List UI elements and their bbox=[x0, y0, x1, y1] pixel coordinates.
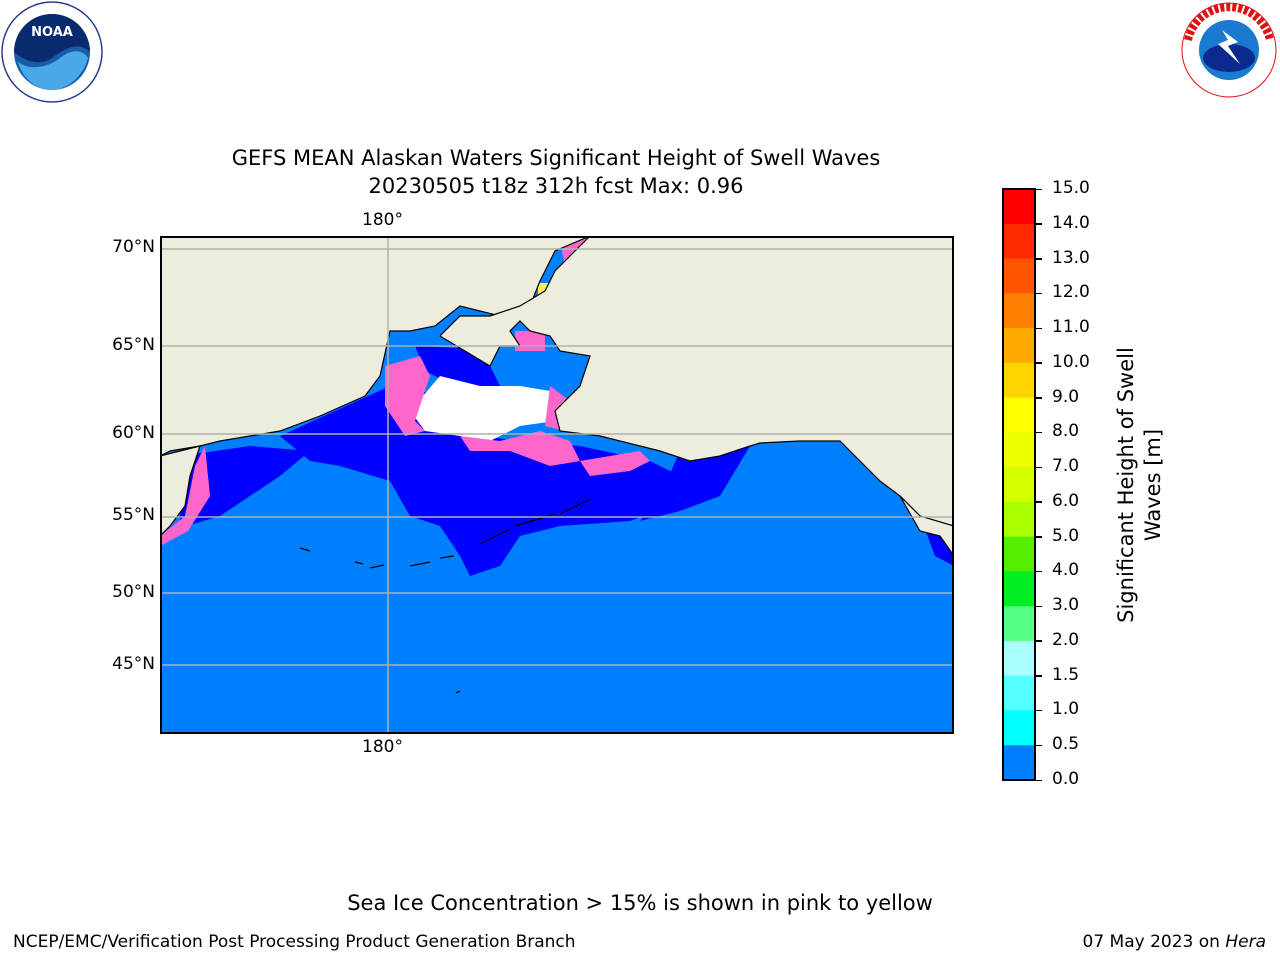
chart-title-line2: 20230505 t18z 312h fcst Max: 0.96 bbox=[368, 174, 744, 198]
swell-height-map bbox=[160, 236, 954, 734]
colorbar-tick-label: 8.0 bbox=[1052, 421, 1080, 442]
colorbar-segment bbox=[1003, 571, 1035, 607]
colorbar-tick-mark bbox=[1035, 431, 1042, 434]
colorbar-segment bbox=[1003, 223, 1035, 260]
colorbar-segment bbox=[1003, 362, 1035, 399]
colorbar-tick-mark bbox=[1035, 605, 1042, 608]
sea-ice-white bbox=[410, 376, 555, 441]
colorbar-tick-mark bbox=[1035, 570, 1042, 573]
colorbar-tick-mark bbox=[1035, 744, 1042, 747]
colorbar-segment bbox=[1003, 536, 1035, 572]
credit-right: 07 May 2023 on Hera bbox=[1083, 932, 1267, 952]
colorbar bbox=[1002, 188, 1036, 781]
calm-wave-west bbox=[180, 446, 310, 528]
colorbar-tick-label: 0.0 bbox=[1052, 769, 1080, 789]
colorbar-tick-label: 6.0 bbox=[1052, 490, 1080, 511]
colorbar-tick-label: 2.0 bbox=[1052, 629, 1080, 650]
colorbar-segment bbox=[1003, 606, 1035, 642]
colorbar-frame bbox=[1002, 188, 1036, 781]
lat-label-60: 60°N bbox=[112, 423, 155, 443]
nws-logo bbox=[1181, 2, 1277, 98]
map-frame bbox=[160, 236, 954, 734]
colorbar-tick-mark bbox=[1035, 362, 1042, 364]
colorbar-segment bbox=[1003, 258, 1035, 294]
lat-label-70: 70°N bbox=[112, 237, 155, 257]
credit-right-date: 07 May 2023 on bbox=[1082, 932, 1226, 952]
colorbar-tick-mark bbox=[1035, 779, 1042, 781]
lat-label-55: 55°N bbox=[112, 505, 155, 525]
colorbar-tick-mark bbox=[1035, 640, 1042, 642]
land-southeast-alaska bbox=[899, 495, 954, 558]
colorbar-tick-mark bbox=[1035, 536, 1042, 538]
colorbar-segment bbox=[1003, 675, 1035, 711]
colorbar-segment bbox=[1003, 710, 1035, 746]
colorbar-tick-label: 0.5 bbox=[1052, 734, 1080, 755]
graticule bbox=[160, 236, 954, 734]
colorbar-tick-label: 3.0 bbox=[1052, 595, 1080, 616]
credit-left: NCEP/EMC/Verification Post Processing Pr… bbox=[13, 932, 576, 952]
colorbar-tick-label: 13.0 bbox=[1052, 247, 1090, 268]
colorbar-segment bbox=[1003, 189, 1035, 225]
land-kamchatka bbox=[160, 445, 201, 537]
calm-wave-gulf bbox=[640, 446, 750, 521]
colorbar-tick-label: 1.5 bbox=[1052, 664, 1080, 685]
colorbar-tick-label: 4.0 bbox=[1052, 560, 1080, 581]
colorbar-tick-label: 12.0 bbox=[1052, 282, 1090, 303]
colorbar-tick-mark bbox=[1035, 709, 1042, 712]
colorbar-tick-label: 9.0 bbox=[1052, 386, 1080, 407]
colorbar-tick-mark bbox=[1035, 188, 1042, 190]
chart-title-line1: GEFS MEAN Alaskan Waters Significant Hei… bbox=[231, 146, 881, 170]
colorbar-segment bbox=[1003, 501, 1035, 538]
noaa-logo-text: NOAA bbox=[31, 25, 73, 40]
colorbar-tick-mark bbox=[1035, 258, 1042, 260]
colorbar-tick-label: 11.0 bbox=[1052, 317, 1090, 338]
land-alaska bbox=[439, 236, 954, 532]
colorbar-segment bbox=[1003, 328, 1035, 364]
aleutian-islands bbox=[299, 498, 591, 694]
colorbar-label-line1: Significant Height of Swell bbox=[1114, 347, 1138, 623]
lat-label-50: 50°N bbox=[112, 582, 155, 602]
colorbar-tick-label: 7.0 bbox=[1052, 456, 1080, 477]
colorbar-tick-label: 15.0 bbox=[1052, 178, 1090, 198]
colorbar-tick-mark bbox=[1035, 327, 1042, 330]
footnote: Sea Ice Concentration > 15% is shown in … bbox=[347, 891, 933, 915]
lon-label-bottom: 180° bbox=[362, 737, 403, 757]
colorbar-segment bbox=[1003, 293, 1035, 329]
lat-label-65: 65°N bbox=[112, 335, 155, 355]
colorbar-segment bbox=[1003, 640, 1035, 677]
lon-label-top: 180° bbox=[362, 210, 403, 230]
sea-ice-pink-coast bbox=[580, 451, 650, 476]
colorbar-tick-mark bbox=[1035, 223, 1042, 225]
colorbar-label: Significant Height of Swell Waves [m] bbox=[1113, 285, 1167, 685]
colorbar-segment bbox=[1003, 432, 1035, 468]
colorbar-tick-mark bbox=[1035, 397, 1042, 399]
colorbar-segment bbox=[1003, 397, 1035, 433]
sea-ice-pink-south bbox=[460, 431, 580, 466]
colorbar-tick-mark bbox=[1035, 466, 1042, 469]
sea-ice-pink-west bbox=[385, 356, 430, 436]
colorbar-tick-mark bbox=[1035, 292, 1042, 295]
colorbar-tick-mark bbox=[1035, 501, 1042, 503]
noaa-logo: NOAA bbox=[1, 1, 103, 103]
colorbar-segments bbox=[1003, 189, 1035, 781]
colorbar-tick-label: 10.0 bbox=[1052, 351, 1090, 372]
colorbar-tick-label: 5.0 bbox=[1052, 525, 1080, 546]
credit-right-host: Hera bbox=[1225, 932, 1266, 952]
lat-label-45: 45°N bbox=[112, 654, 155, 674]
colorbar-segment bbox=[1003, 745, 1035, 781]
colorbar-tick-mark bbox=[1035, 675, 1042, 677]
colorbar-tick-label: 14.0 bbox=[1052, 212, 1090, 233]
colorbar-tick-label: 1.0 bbox=[1052, 699, 1080, 720]
colorbar-segment bbox=[1003, 467, 1035, 503]
colorbar-label-line2: Waves [m] bbox=[1141, 428, 1165, 542]
sea-ice-pink-far-west bbox=[160, 446, 210, 546]
